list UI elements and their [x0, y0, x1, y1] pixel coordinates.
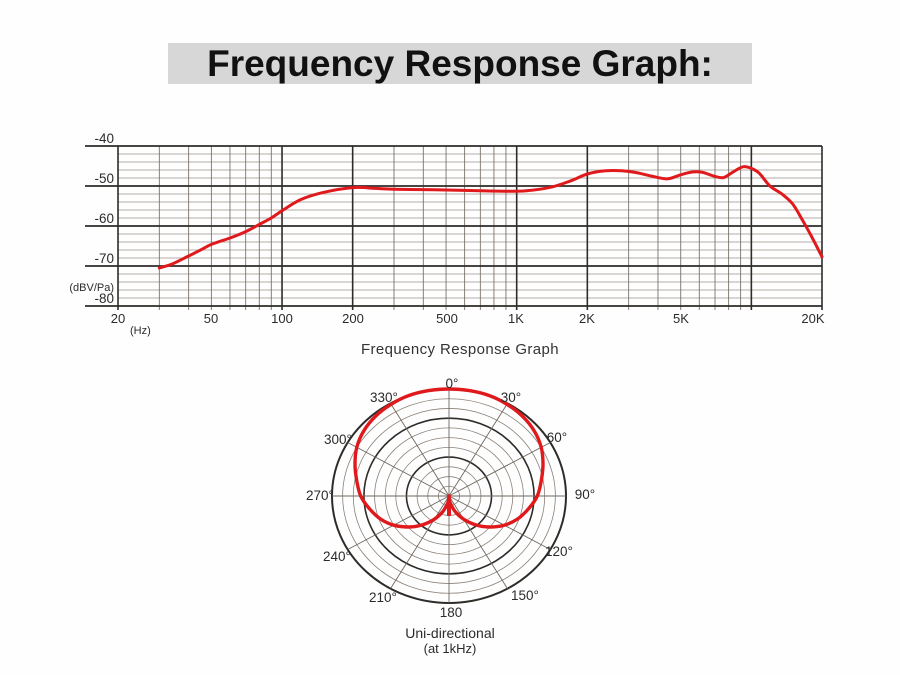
y-tick--70: -70 [94, 251, 114, 266]
y-tick--60: -60 [94, 211, 114, 226]
y-tick--80: -80 [94, 291, 114, 306]
polar-label-240: 240° [323, 549, 351, 564]
page-title: Frequency Response Graph: [207, 42, 713, 84]
polar-label-150: 150° [511, 588, 539, 603]
polar-caption: Uni-directional [405, 625, 495, 641]
polar-label-0: 0° [445, 376, 459, 391]
y-axis-unit: (dBV/Pa) [69, 282, 114, 294]
freq-chart-subtitle: Frequency Response Graph [360, 341, 560, 358]
polar-label-210: 210° [369, 590, 397, 605]
x-tick-100: 100 [271, 311, 293, 326]
y-tick--40: -40 [94, 131, 114, 146]
x-tick-200: 200 [342, 311, 364, 326]
x-tick-5k: 5K [673, 311, 689, 326]
polar-label-120: 120° [545, 544, 573, 559]
x-tick-20k: 20K [801, 311, 825, 326]
polar-label-330: 330° [370, 390, 398, 405]
title-bar: Frequency Response Graph: [168, 43, 752, 84]
x-tick-20: 20 [110, 311, 126, 326]
polar-label-270: 270° [306, 488, 334, 503]
polar-caption-detail: (at 1kHz) [423, 641, 477, 656]
x-tick-50: 50 [203, 311, 219, 326]
polar-label-30: 30° [500, 390, 522, 405]
polar-label-180: 180 [439, 605, 463, 620]
polar-label-300: 300° [324, 432, 352, 447]
x-tick-2k: 2K [579, 311, 595, 326]
x-axis-unit: (Hz) [130, 325, 151, 337]
x-tick-500: 500 [436, 311, 458, 326]
polar-label-90: 90° [574, 487, 596, 502]
y-tick--50: -50 [94, 171, 114, 186]
polar-label-60: 60° [546, 430, 568, 445]
x-tick-1k: 1K [508, 311, 524, 326]
